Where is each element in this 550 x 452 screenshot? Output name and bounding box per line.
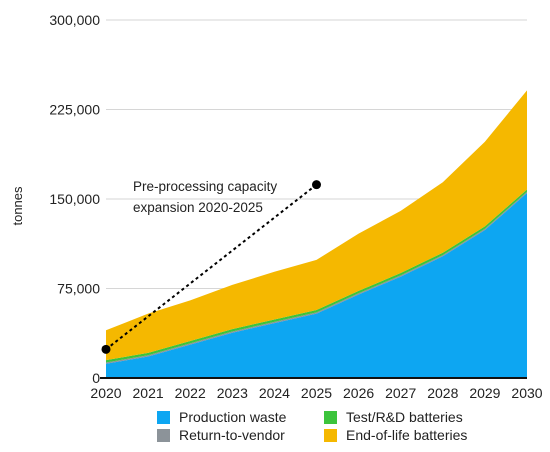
y-tick-label: 225,000 (49, 102, 100, 118)
annotation-end-dot (312, 180, 321, 190)
annotation-start-dot (101, 344, 111, 354)
x-tick-label: 2023 (217, 385, 248, 401)
x-tick-label: 2026 (343, 385, 374, 401)
x-tick-label: 2024 (259, 385, 290, 401)
x-tick-label: 2030 (511, 385, 542, 401)
annotation-label-line: expansion 2020-2025 (133, 200, 263, 215)
x-tick-label: 2021 (133, 385, 164, 401)
x-tick-label: 2029 (469, 385, 500, 401)
annotation-label: Pre-processing capacity expansion 2020-20… (133, 179, 277, 215)
y-tick-label: 0 (92, 370, 100, 386)
x-tick-labels: 2020 2021 2022 2023 2024 2025 2026 2027 2028 2029… (90, 385, 542, 401)
plot-area (106, 90, 527, 378)
y-tick-label: 300,000 (49, 12, 100, 28)
legend-swatch (157, 429, 170, 442)
x-tick-label: 2025 (301, 385, 332, 401)
x-tick-label: 2028 (427, 385, 458, 401)
x-tick-label: 2020 (90, 385, 121, 401)
legend-label: Production waste (179, 409, 287, 425)
legend-label: End-of-life batteries (346, 427, 467, 443)
area-series-3 (106, 90, 527, 361)
x-tick-label: 2027 (385, 385, 416, 401)
legend-label: Return-to-vendor (179, 427, 285, 443)
annotation-label-line: Pre-processing capacity (133, 179, 277, 194)
legend-swatch (324, 429, 337, 442)
annotation-line (105, 183, 318, 351)
y-tick-labels: 0 75,000 150,000 225,000 300,000 (49, 12, 100, 386)
x-tick-label: 2022 (175, 385, 206, 401)
legend-swatch (324, 411, 337, 424)
legend-label: Test/R&D batteries (346, 409, 463, 425)
annotation: Pre-processing capacity expansion 2020-20… (101, 179, 321, 354)
legend: Production waste Test/R&D batteries Return… (157, 409, 467, 443)
area-series-0 (106, 193, 527, 378)
y-tick-label: 150,000 (49, 191, 100, 207)
y-axis-title: tonnes (10, 186, 25, 226)
y-tick-label: 75,000 (57, 281, 100, 297)
legend-swatch (157, 411, 170, 424)
